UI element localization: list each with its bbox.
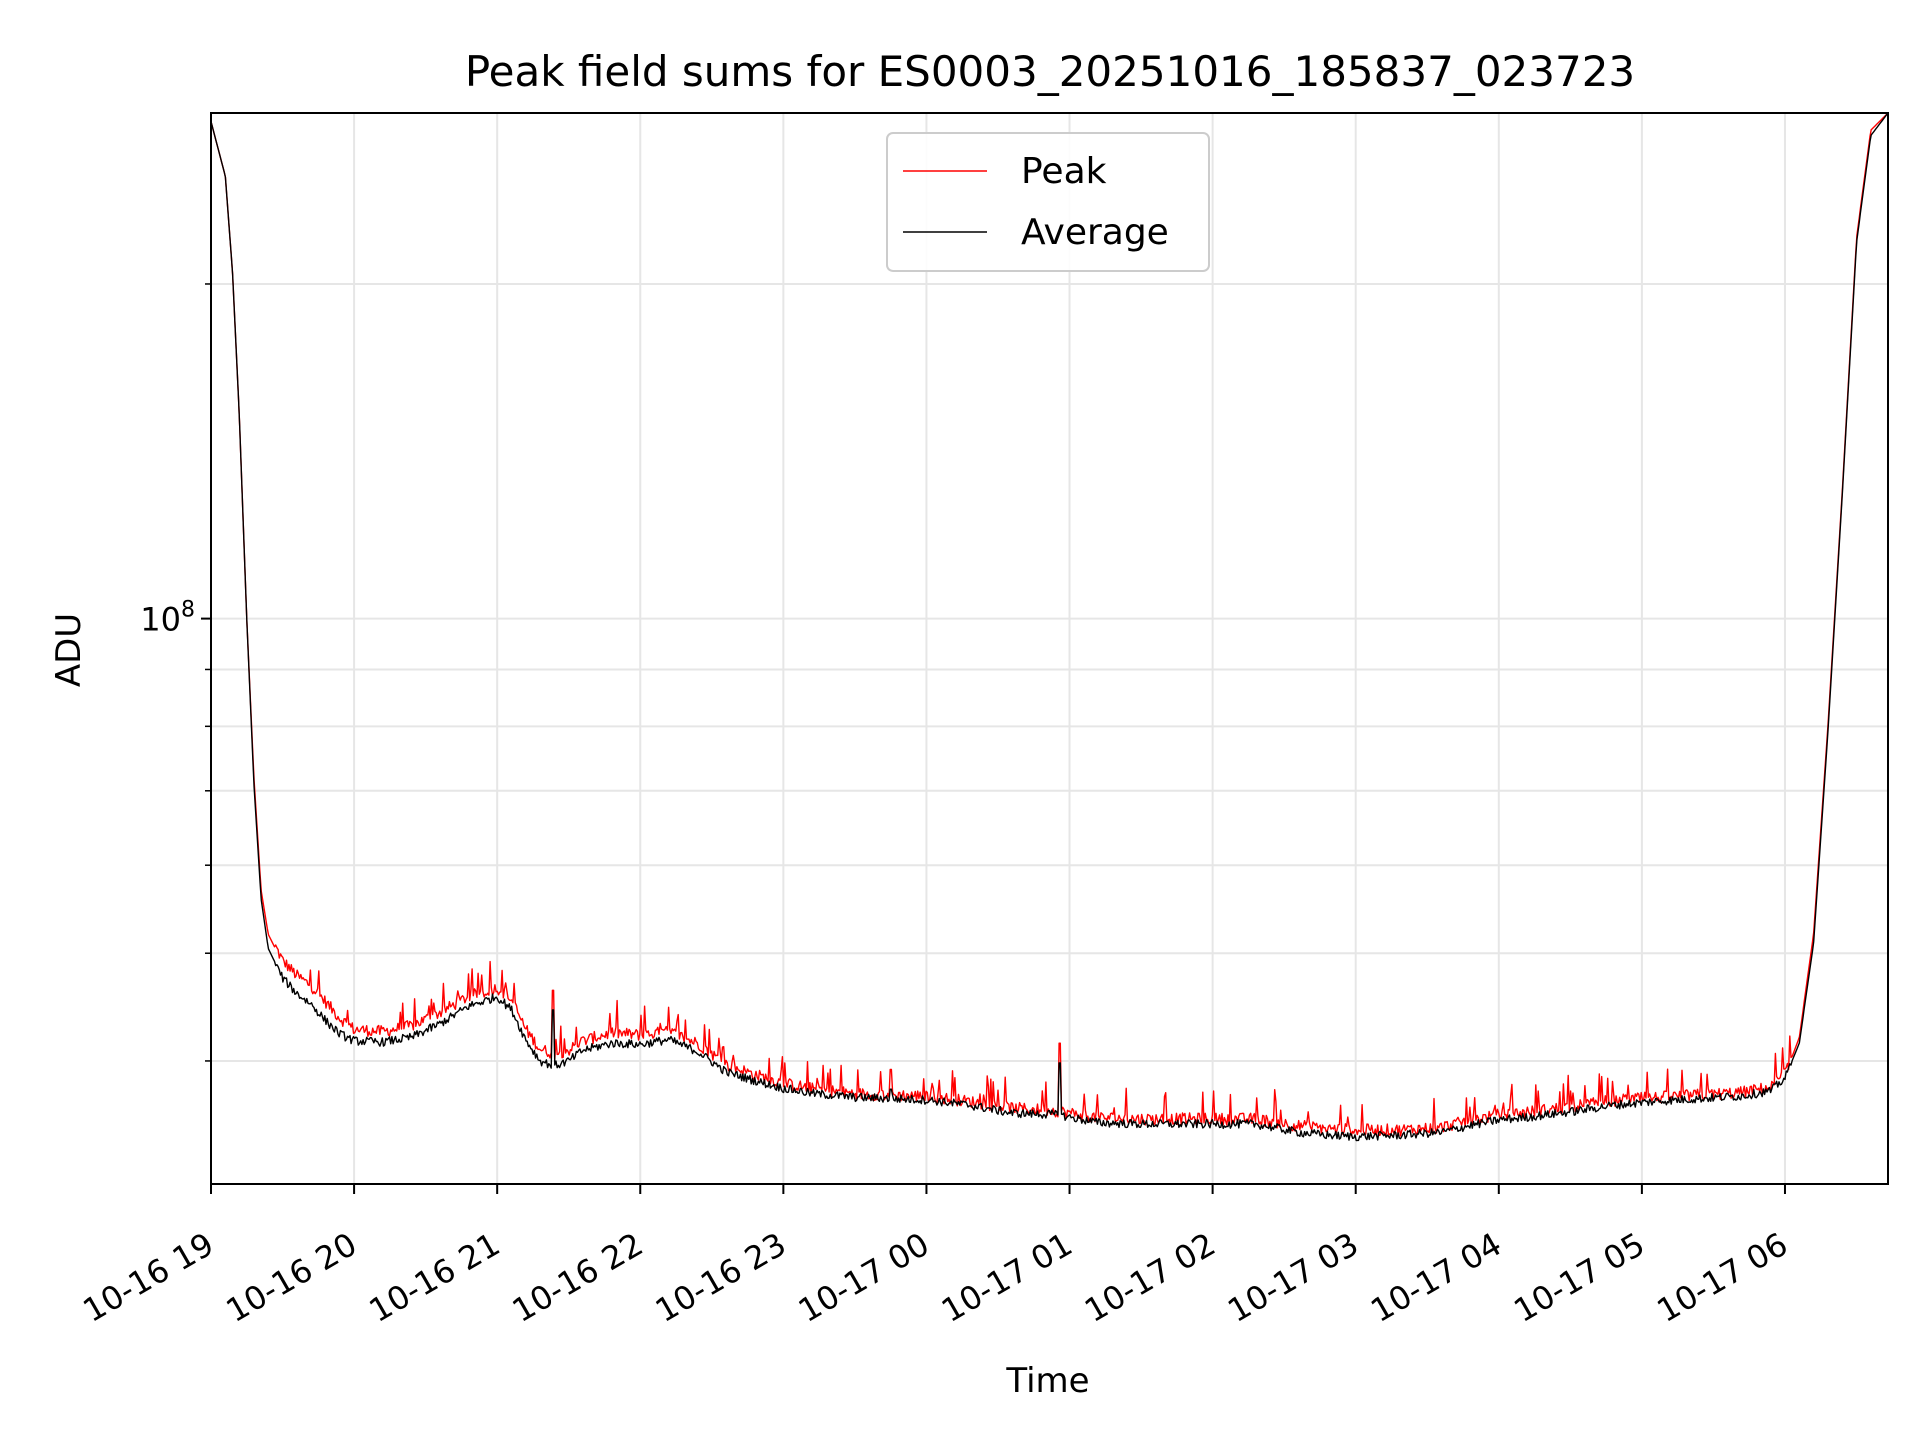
plot-area <box>210 112 1889 1142</box>
x-axis-label: Time <box>1005 1361 1089 1401</box>
grid-lines <box>210 113 1888 1184</box>
y-axis-ticks: 108 <box>140 283 211 1062</box>
legend-peak-label: Peak <box>1021 151 1107 192</box>
average-series-line <box>210 112 1889 1142</box>
axes-frame <box>210 112 1889 1185</box>
legend-average-label: Average <box>1021 212 1169 253</box>
legend-box <box>886 132 1210 272</box>
chart-title: Peak field sums for ES0003_20251016_1858… <box>465 47 1635 96</box>
y-tick-label: 108 <box>140 598 195 639</box>
y-axis-label: ADU <box>49 613 89 687</box>
legend: Peak Average <box>886 132 1210 272</box>
